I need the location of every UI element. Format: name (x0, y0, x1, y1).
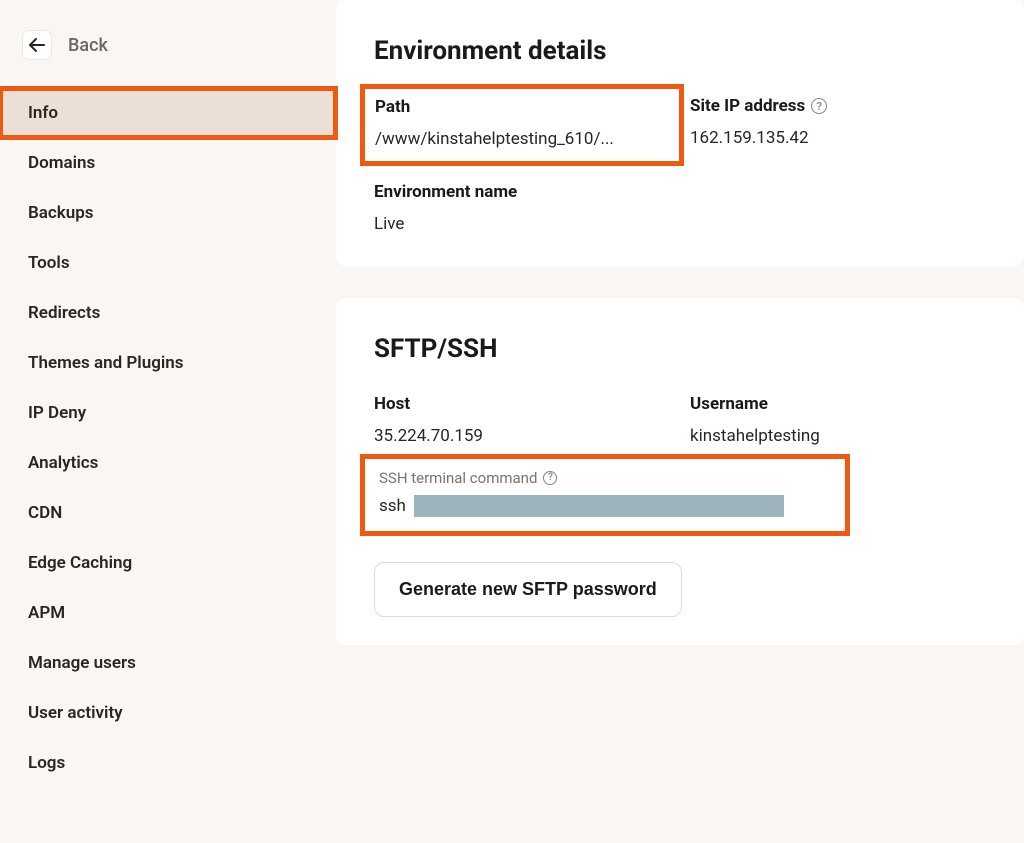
arrow-left-icon (29, 38, 45, 52)
site-ip-field: Site IP address ? 162.159.135.42 (690, 96, 986, 154)
sidebar-item-themes-plugins[interactable]: Themes and Plugins (0, 338, 336, 388)
sidebar-item-redirects[interactable]: Redirects (0, 288, 336, 338)
host-value: 35.224.70.159 (374, 426, 670, 446)
environment-name-label: Environment name (374, 182, 670, 202)
sidebar-item-logs[interactable]: Logs (0, 738, 336, 788)
back-button[interactable] (22, 30, 52, 60)
site-ip-label-text: Site IP address (690, 96, 805, 116)
username-label: Username (690, 394, 986, 414)
path-value: /www/kinstahelptesting_610/... (375, 129, 669, 149)
environment-details-title: Environment details (374, 36, 986, 66)
generate-sftp-password-button[interactable]: Generate new SFTP password (374, 562, 682, 617)
main-content: Environment details Path /www/kinstahelp… (336, 0, 1024, 843)
sidebar-item-label: Backups (28, 203, 94, 223)
sidebar-item-cdn[interactable]: CDN (0, 488, 336, 538)
sidebar-item-label: Logs (28, 753, 65, 773)
environment-details-card: Environment details Path /www/kinstahelp… (336, 0, 1024, 266)
ssh-command-value: ssh (379, 495, 831, 517)
sftp-ssh-card: SFTP/SSH Host 35.224.70.159 Username kin… (336, 298, 1024, 645)
sidebar: Back Info Domains Backups Tools Redirect… (0, 0, 336, 843)
host-label: Host (374, 394, 670, 414)
sidebar-item-label: Domains (28, 153, 95, 173)
sidebar-item-label: CDN (28, 503, 62, 523)
sidebar-item-domains[interactable]: Domains (0, 138, 336, 188)
sidebar-item-label: Redirects (28, 303, 100, 323)
back-row: Back (0, 30, 336, 88)
username-value: kinstahelptesting (690, 426, 986, 446)
sidebar-nav: Info Domains Backups Tools Redirects The… (0, 88, 336, 788)
sidebar-item-label: APM (28, 603, 65, 623)
site-ip-label: Site IP address ? (690, 96, 986, 116)
sidebar-item-label: IP Deny (28, 403, 86, 423)
generate-sftp-password-label: Generate new SFTP password (399, 579, 657, 600)
sidebar-item-analytics[interactable]: Analytics (0, 438, 336, 488)
sidebar-item-ip-deny[interactable]: IP Deny (0, 388, 336, 438)
sidebar-item-user-activity[interactable]: User activity (0, 688, 336, 738)
username-field: Username kinstahelptesting (690, 394, 986, 446)
ssh-command-label: SSH terminal command ? (379, 469, 831, 487)
sidebar-item-tools[interactable]: Tools (0, 238, 336, 288)
path-label: Path (375, 97, 669, 117)
help-icon[interactable]: ? (811, 98, 827, 114)
path-highlight: Path /www/kinstahelptesting_610/... (360, 84, 684, 166)
sidebar-item-label: Tools (28, 253, 70, 273)
sidebar-item-label: Info (28, 103, 58, 123)
ssh-command-label-text: SSH terminal command (379, 469, 537, 487)
path-field: Path /www/kinstahelptesting_610/... (374, 96, 670, 154)
sidebar-item-backups[interactable]: Backups (0, 188, 336, 238)
ssh-prefix: ssh (379, 496, 406, 516)
sidebar-item-edge-caching[interactable]: Edge Caching (0, 538, 336, 588)
sftp-ssh-title: SFTP/SSH (374, 334, 986, 364)
sidebar-item-label: Analytics (28, 453, 98, 473)
site-ip-value: 162.159.135.42 (690, 128, 986, 148)
sidebar-item-label: Edge Caching (28, 553, 132, 573)
environment-name-field: Environment name Live (374, 182, 670, 234)
sidebar-item-label: User activity (28, 703, 123, 723)
help-icon[interactable]: ? (543, 471, 557, 485)
sidebar-item-manage-users[interactable]: Manage users (0, 638, 336, 688)
ssh-redacted (414, 495, 784, 517)
sidebar-item-apm[interactable]: APM (0, 588, 336, 638)
sidebar-item-label: Manage users (28, 653, 136, 673)
environment-name-value: Live (374, 214, 670, 234)
ssh-command-highlight: SSH terminal command ? ssh (360, 454, 850, 536)
sidebar-item-info[interactable]: Info (0, 88, 336, 138)
host-field: Host 35.224.70.159 (374, 394, 670, 446)
back-label: Back (68, 35, 108, 56)
sidebar-item-label: Themes and Plugins (28, 353, 184, 373)
